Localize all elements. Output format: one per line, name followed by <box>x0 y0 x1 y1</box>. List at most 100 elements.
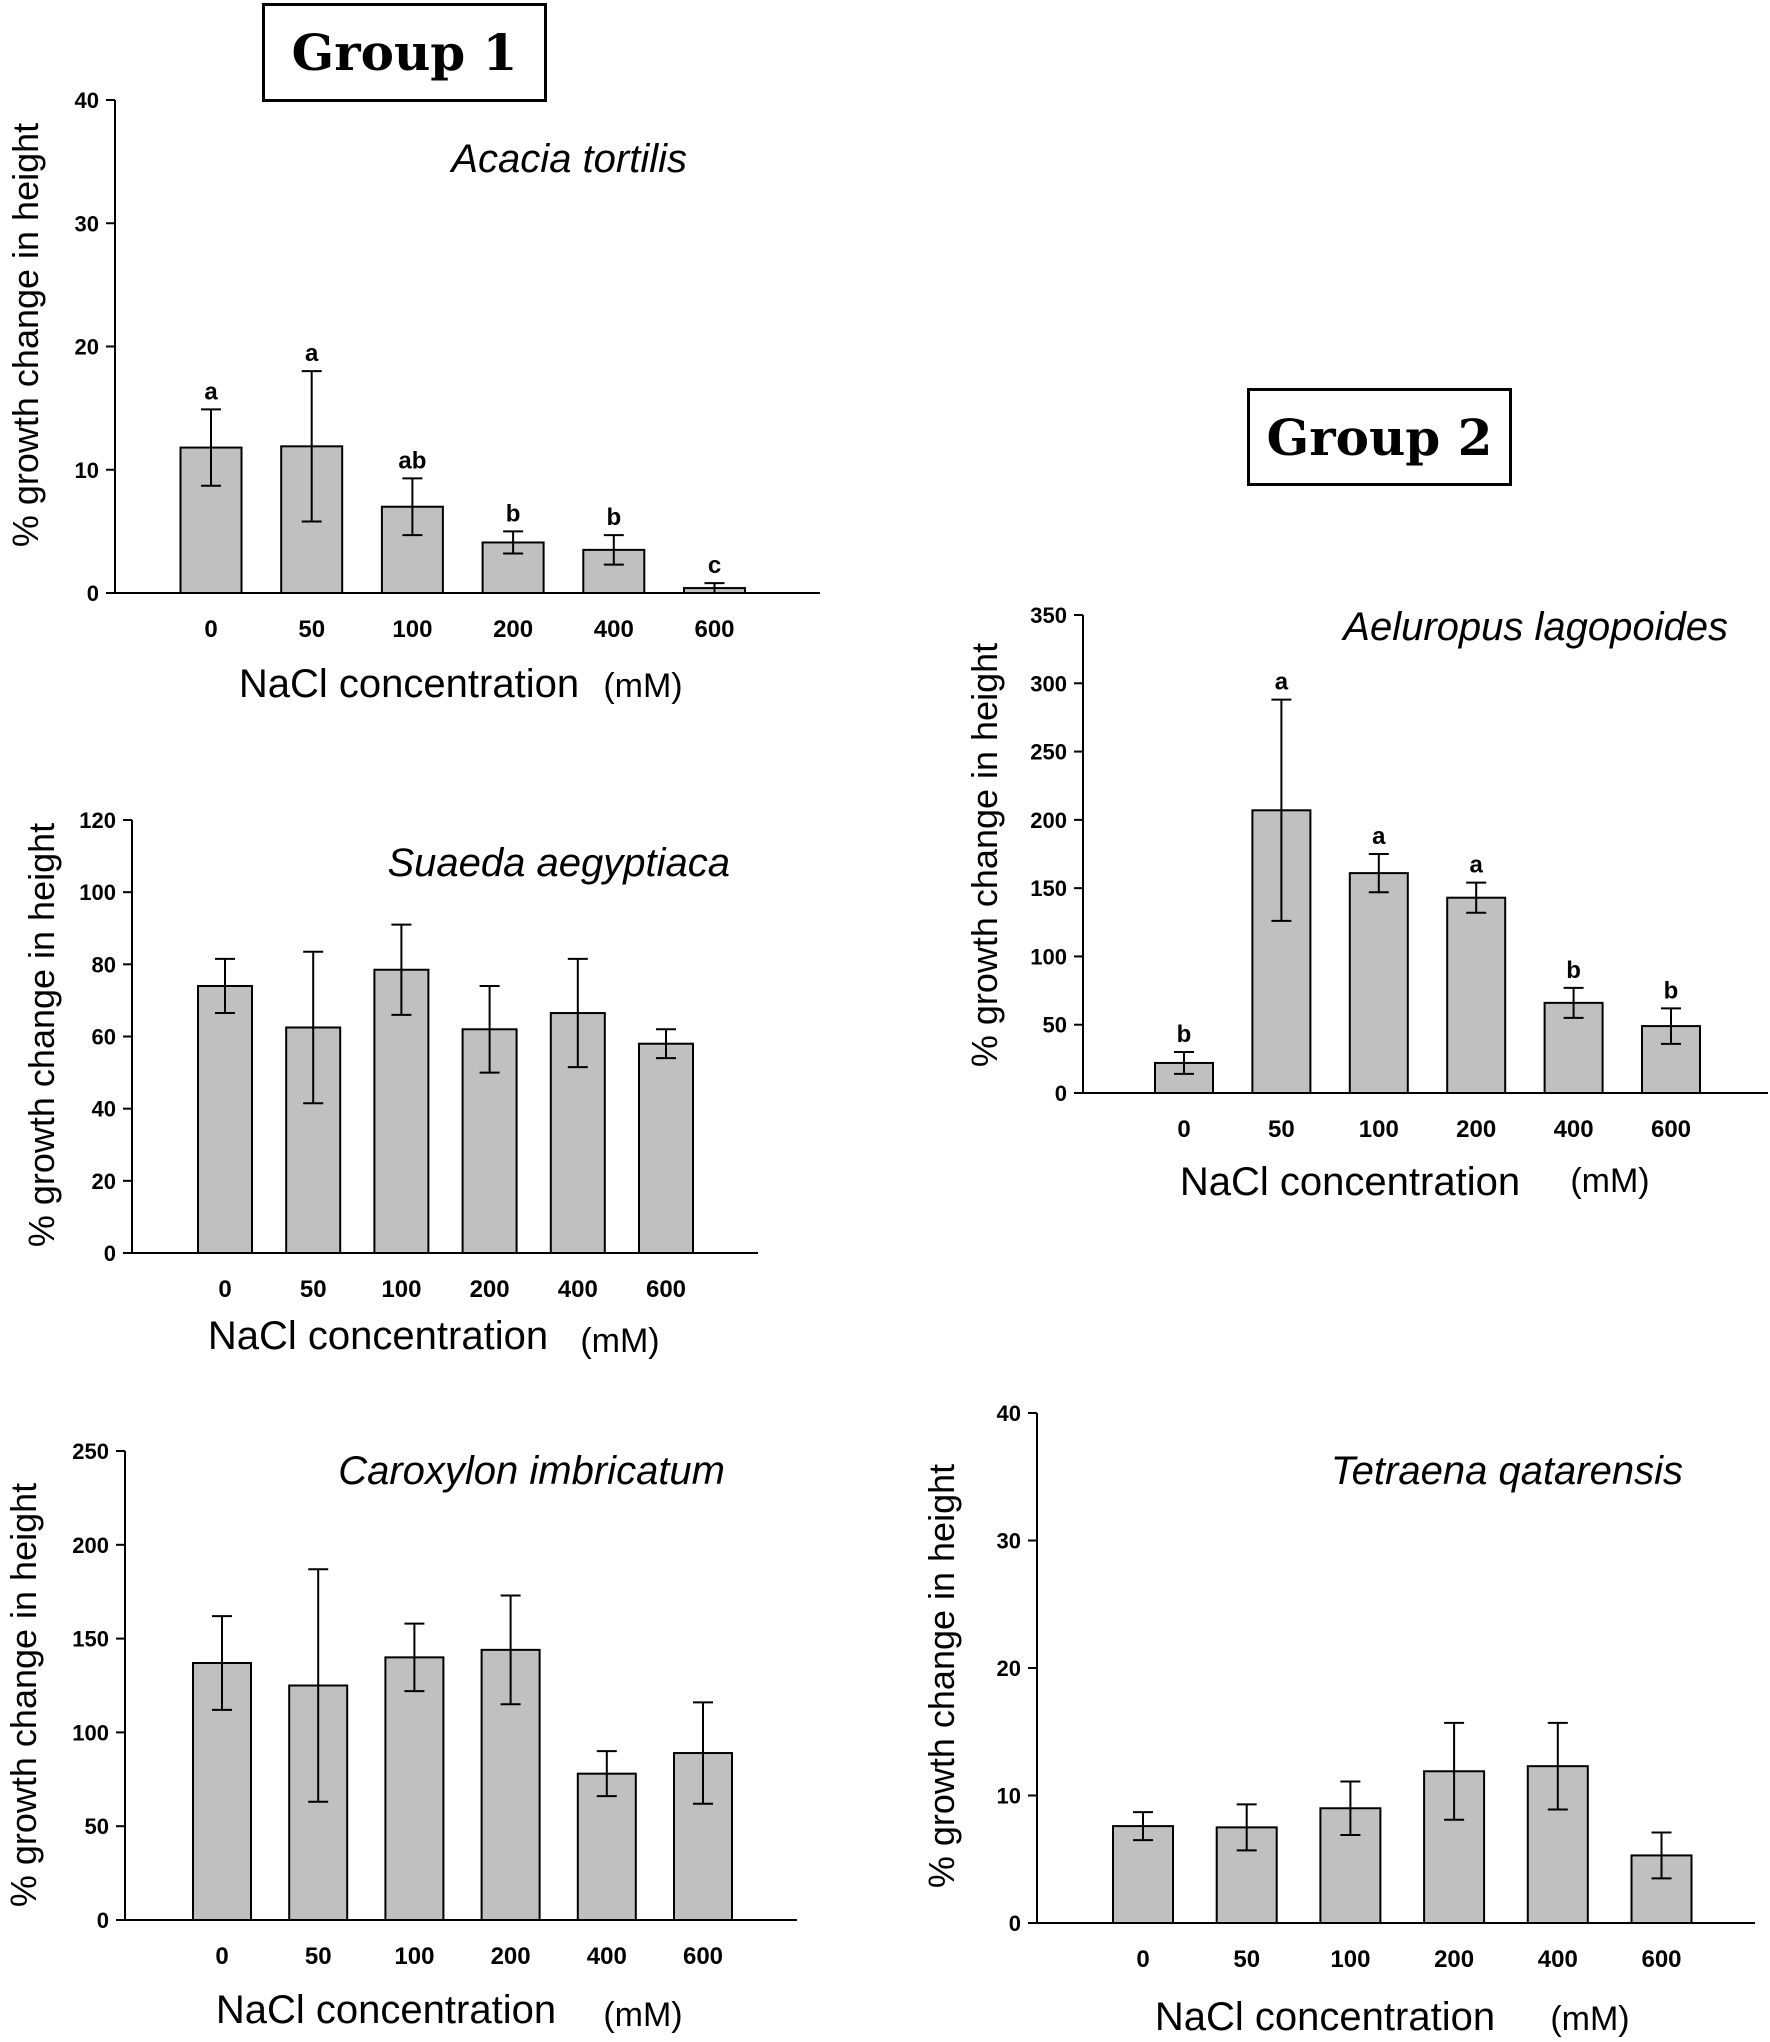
acacia-significance-label: a <box>305 340 319 367</box>
caroxylon-y-tick-label: 200 <box>72 1533 109 1558</box>
tetraena-x-tick-label: 200 <box>1434 1946 1474 1973</box>
suaeda-y-tick-label: 60 <box>92 1025 116 1050</box>
aeluropus-chart: 0 50 100 150 200 250 300 350 b 0 a 50 a 100 a 200 b 400 b 6… <box>964 603 1768 1204</box>
acacia-x-tick-label: 50 <box>298 616 325 643</box>
aeluropus-x-tick-label: 100 <box>1359 1116 1399 1143</box>
caroxylon-y-axis-title: % growth change in height <box>3 1483 44 1907</box>
caroxylon-y-tick-label: 0 <box>97 1908 109 1933</box>
acacia-y-tick-label: 10 <box>75 458 99 483</box>
acacia-significance-label: b <box>506 500 521 527</box>
caroxylon-species-title: Caroxylon imbricatum <box>338 1449 725 1493</box>
aeluropus-y-tick-label: 0 <box>1055 1081 1067 1106</box>
aeluropus-y-tick-label: 200 <box>1030 808 1067 833</box>
aeluropus-bar-100 <box>1348 872 1409 1094</box>
tetraena-x-axis-title: NaCl concentration <box>1155 1995 1495 2039</box>
aeluropus-x-tick-label: 50 <box>1268 1116 1295 1143</box>
suaeda-y-tick-label: 120 <box>79 808 116 833</box>
tetraena-x-tick-label: 400 <box>1538 1946 1578 1973</box>
group-2-label: Group 2 <box>1247 388 1512 486</box>
tetraena-y-tick-label: 40 <box>997 1401 1021 1426</box>
aeluropus-y-tick-label: 150 <box>1030 876 1067 901</box>
aeluropus-x-axis-unit: (mM) <box>1570 1162 1649 1200</box>
suaeda-bar-0 <box>197 984 253 1254</box>
suaeda-bar-600 <box>638 1042 694 1255</box>
acacia-x-tick-label: 100 <box>392 616 432 643</box>
suaeda-y-tick-label: 40 <box>92 1097 116 1122</box>
tetraena-y-tick-label: 0 <box>1009 1911 1021 1936</box>
group-1-label: Group 1 <box>262 3 547 102</box>
tetraena-x-axis-unit: (mM) <box>1550 2000 1629 2038</box>
caroxylon-x-tick-label: 50 <box>305 1943 332 1970</box>
acacia-y-axis-title: % growth change in height <box>5 123 46 547</box>
caroxylon-x-tick-label: 600 <box>683 1943 723 1970</box>
aeluropus-y-tick-label: 300 <box>1030 671 1067 696</box>
aeluropus-y-tick-label: 250 <box>1030 740 1067 765</box>
aeluropus-significance-label: a <box>1275 669 1289 696</box>
aeluropus-bar-200 <box>1446 896 1507 1095</box>
caroxylon-y-tick-label: 150 <box>72 1627 109 1652</box>
tetraena-x-tick-label: 100 <box>1330 1946 1370 1973</box>
acacia-x-tick-label: 400 <box>594 616 634 643</box>
aeluropus-x-axis-title: NaCl concentration <box>1180 1160 1520 1204</box>
aeluropus-significance-label: b <box>1664 977 1679 1004</box>
caroxylon-x-tick-label: 0 <box>215 1943 228 1970</box>
caroxylon-y-tick-label: 50 <box>85 1814 109 1839</box>
aeluropus-significance-label: b <box>1177 1021 1192 1048</box>
tetraena-y-tick-label: 30 <box>997 1529 1021 1554</box>
caroxylon-bar-400 <box>576 1772 637 1921</box>
caroxylon-x-tick-label: 400 <box>587 1943 627 1970</box>
acacia-x-axis-unit: (mM) <box>603 667 682 705</box>
acacia-significance-label: a <box>204 378 218 405</box>
suaeda-x-axis-title: NaCl concentration <box>208 1314 548 1358</box>
aeluropus-y-tick-label: 50 <box>1043 1013 1067 1038</box>
aeluropus-y-axis-title: % growth change in height <box>964 643 1005 1067</box>
acacia-y-tick-label: 0 <box>87 581 99 606</box>
acacia-significance-label: c <box>708 552 721 579</box>
tetraena-species-title: Tetraena qatarensis <box>1331 1449 1683 1493</box>
suaeda-y-axis-title: % growth change in height <box>21 823 62 1247</box>
aeluropus-species-title: Aeluropus lagopoides <box>1341 605 1728 649</box>
aeluropus-significance-label: a <box>1470 852 1484 879</box>
aeluropus-bar-0 <box>1154 1061 1214 1095</box>
suaeda-x-tick-label: 50 <box>300 1276 327 1303</box>
acacia-x-tick-label: 0 <box>204 616 217 643</box>
suaeda-species-title: Suaeda aegyptiaca <box>388 841 731 885</box>
acacia-significance-label: ab <box>398 447 426 474</box>
aeluropus-y-tick-label: 350 <box>1030 603 1067 628</box>
acacia-significance-label: b <box>606 504 621 531</box>
suaeda-y-tick-label: 20 <box>92 1169 116 1194</box>
acacia-x-tick-label: 200 <box>493 616 533 643</box>
suaeda-bar-100 <box>373 968 430 1255</box>
acacia-chart: 0 10 20 30 40 a 0 a 50 ab 100 b 200 b 400 c 600 Acacia to… <box>5 88 820 706</box>
tetraena-y-tick-label: 20 <box>997 1656 1021 1681</box>
caroxylon-x-axis-title: NaCl concentration <box>216 1988 556 2032</box>
suaeda-x-tick-label: 200 <box>470 1276 510 1303</box>
acacia-species-title: Acacia tortilis <box>449 137 687 181</box>
tetraena-x-tick-label: 600 <box>1641 1946 1681 1973</box>
aeluropus-x-tick-label: 600 <box>1651 1116 1691 1143</box>
aeluropus-x-tick-label: 200 <box>1456 1116 1496 1143</box>
acacia-y-tick-label: 40 <box>75 88 99 113</box>
suaeda-y-tick-label: 80 <box>92 952 116 977</box>
aeluropus-x-tick-label: 400 <box>1554 1116 1594 1143</box>
suaeda-x-tick-label: 100 <box>381 1276 421 1303</box>
caroxylon-x-tick-label: 200 <box>491 1943 531 1970</box>
tetraena-y-axis-title: % growth change in height <box>921 1464 962 1888</box>
caroxylon-bar-100 <box>384 1656 445 1921</box>
aeluropus-significance-label: b <box>1566 957 1581 984</box>
aeluropus-significance-label: a <box>1372 823 1386 850</box>
tetraena-bar-0 <box>1112 1825 1174 1924</box>
suaeda-x-tick-label: 600 <box>646 1276 686 1303</box>
caroxylon-y-tick-label: 250 <box>72 1439 109 1464</box>
acacia-y-tick-label: 30 <box>75 211 99 236</box>
caroxylon-chart: 0 50 100 150 200 250 0 50 100 200 400 600 Caroxylon … <box>3 1439 797 2034</box>
suaeda-y-tick-label: 0 <box>104 1241 116 1266</box>
caroxylon-y-tick-label: 100 <box>72 1720 109 1745</box>
tetraena-x-tick-label: 50 <box>1233 1946 1260 1973</box>
suaeda-x-tick-label: 400 <box>558 1276 598 1303</box>
acacia-x-tick-label: 600 <box>694 616 734 643</box>
tetraena-y-tick-label: 10 <box>997 1784 1021 1809</box>
caroxylon-x-tick-label: 100 <box>394 1943 434 1970</box>
